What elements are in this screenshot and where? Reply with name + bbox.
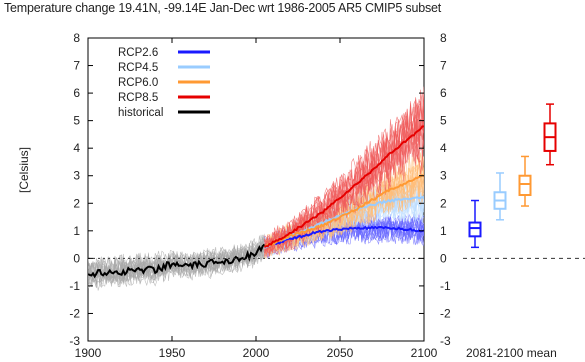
x-tick-label: 2050 bbox=[327, 346, 354, 360]
box-body bbox=[518, 174, 532, 197]
mean-label: 2081-2100 mean bbox=[466, 346, 557, 360]
x-tick-label: 2000 bbox=[243, 346, 270, 360]
member-trace-historical bbox=[88, 239, 265, 284]
mean-line-rcp26 bbox=[264, 225, 424, 249]
y-tick-label-left: 8 bbox=[73, 31, 80, 45]
mean-line-historical bbox=[88, 243, 266, 279]
x-tick-label: 1900 bbox=[75, 346, 102, 360]
y-tick-label-right: -2 bbox=[440, 306, 451, 320]
y-tick-label-left: 2 bbox=[73, 196, 80, 210]
y-tick-label-left: 3 bbox=[73, 169, 80, 183]
y-tick-label-right: 8 bbox=[440, 31, 447, 45]
x-tick-label: 2100 bbox=[411, 346, 438, 360]
y-tick-label-right: -3 bbox=[440, 334, 451, 348]
legend-label: RCP6.0 bbox=[118, 77, 158, 89]
y-tick-label-left: 7 bbox=[73, 59, 80, 73]
box-body bbox=[468, 221, 482, 238]
y-tick-label-right: 4 bbox=[440, 141, 447, 155]
y-tick-label-left: -3 bbox=[69, 334, 80, 348]
y-tick-label-left: 5 bbox=[73, 114, 80, 128]
y-tick-label-left: -2 bbox=[69, 306, 80, 320]
y-tick-label-left: 1 bbox=[73, 224, 80, 238]
y-tick-label-right: 0 bbox=[440, 251, 447, 265]
y-tick-label-right: 1 bbox=[440, 224, 447, 238]
y-tick-label-right: 5 bbox=[440, 114, 447, 128]
y-tick-label-left: -1 bbox=[69, 279, 80, 293]
y-tick-label-right: 2 bbox=[440, 196, 447, 210]
legend-label: RCP4.5 bbox=[118, 62, 158, 74]
y-tick-label-left: 4 bbox=[73, 141, 80, 155]
mean-line-rcp60 bbox=[263, 174, 424, 248]
chart-title: Temperature change 19.41N, -99.14E Jan-D… bbox=[4, 1, 442, 15]
y-tick-label-right: 6 bbox=[440, 86, 447, 100]
y-tick-label-left: 0 bbox=[73, 251, 80, 265]
legend-label: historical bbox=[118, 107, 163, 119]
y-tick-label-right: -1 bbox=[440, 279, 451, 293]
x-tick-label: 1950 bbox=[159, 346, 186, 360]
legend-label: RCP2.6 bbox=[118, 47, 158, 59]
y-tick-label-left: 6 bbox=[73, 86, 80, 100]
member-trace-rcp85 bbox=[264, 101, 424, 257]
legend-label: RCP8.5 bbox=[118, 92, 158, 104]
y-tick-label-right: 3 bbox=[440, 169, 447, 183]
member-trace-rcp60 bbox=[264, 168, 424, 258]
traces-group bbox=[88, 86, 424, 291]
mean-line-rcp85 bbox=[263, 125, 424, 248]
member-trace-rcp85 bbox=[264, 86, 424, 253]
member-trace-historical bbox=[88, 241, 265, 287]
y-tick-label-right: 7 bbox=[440, 59, 447, 73]
